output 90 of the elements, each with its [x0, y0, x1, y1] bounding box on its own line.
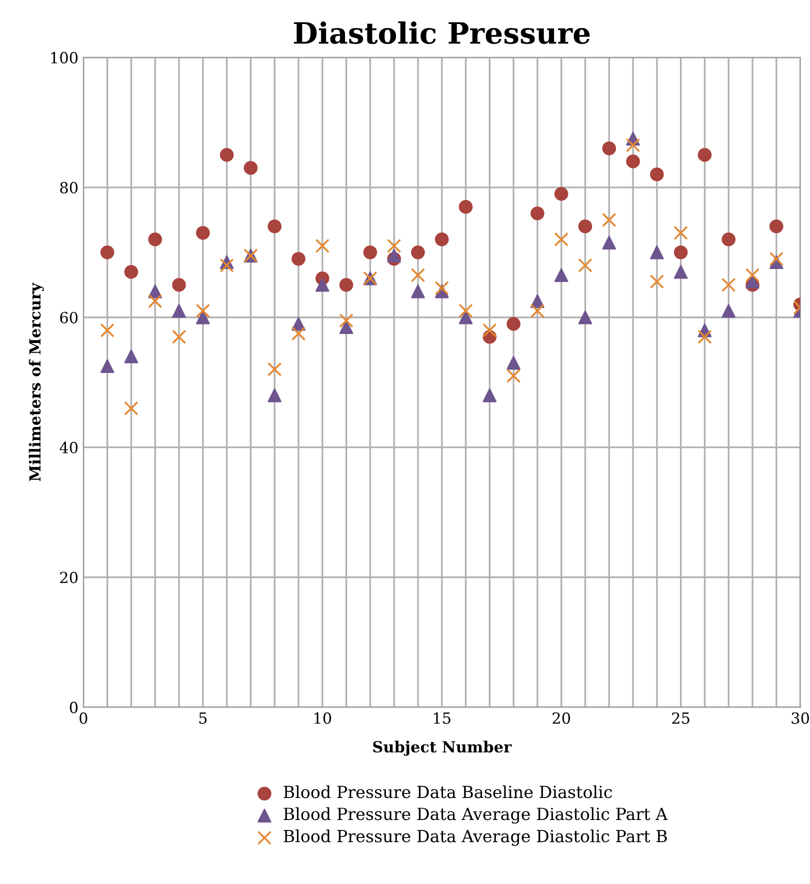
point: [411, 284, 425, 298]
point: [674, 245, 688, 260]
point: [386, 238, 402, 253]
point: [387, 248, 401, 263]
point: [124, 264, 138, 279]
point: [124, 349, 138, 364]
point: [674, 226, 688, 240]
point: [530, 304, 545, 318]
y-tick-label: 100: [51, 52, 78, 64]
point: [411, 245, 425, 260]
point: [554, 187, 568, 201]
legend-label: Blood Pressure Data Average Diastolic Part B: [284, 830, 667, 846]
point: [506, 356, 520, 370]
legend-label: Blood Pressure Data Baseline Diastolic: [284, 785, 612, 798]
point: [458, 310, 473, 324]
x-axis-title: Subject Number: [373, 740, 512, 756]
point: [124, 401, 138, 416]
y-tick-label: 60: [60, 312, 78, 324]
point: [100, 359, 114, 373]
x-tick-label: 5: [199, 712, 207, 724]
x-tick-label: 25: [672, 712, 690, 724]
point: [292, 252, 306, 266]
point: [578, 310, 592, 324]
point: [626, 154, 640, 168]
point: [363, 245, 378, 260]
point: [196, 310, 210, 324]
point: [196, 304, 210, 318]
point: [602, 212, 616, 228]
x-tick-label: 20: [552, 712, 570, 724]
point: [650, 245, 664, 260]
point: [721, 278, 736, 292]
point: [315, 238, 330, 253]
x-tick-label: 10: [314, 712, 332, 724]
point: [650, 274, 664, 289]
point: [315, 278, 330, 292]
point: [506, 368, 521, 383]
point: [100, 245, 114, 260]
y-tick-label: 80: [60, 182, 78, 194]
point: [220, 148, 234, 162]
point: [196, 226, 210, 240]
point: [698, 148, 712, 162]
point: [602, 142, 616, 156]
point: [339, 313, 354, 328]
point: [769, 219, 784, 234]
point: [530, 206, 544, 220]
x-tick-label: 15: [434, 712, 450, 724]
point: [339, 278, 354, 292]
point: [482, 323, 497, 338]
point: [746, 274, 760, 289]
point: [268, 388, 282, 402]
point: [339, 320, 354, 334]
x-tick-label: 30: [792, 712, 809, 724]
point: [267, 362, 282, 376]
point: [148, 294, 162, 308]
point: [291, 326, 306, 341]
y-tick-label: 0: [70, 702, 78, 714]
point: [602, 236, 616, 250]
point: [722, 304, 736, 318]
point: [769, 252, 784, 266]
point: [698, 330, 712, 344]
point: [268, 219, 282, 234]
point: [650, 168, 664, 182]
point: [172, 304, 186, 318]
point: [410, 268, 426, 282]
y-axis-title: Millimeters of Mercury: [28, 282, 44, 482]
point: [578, 258, 592, 272]
point: [722, 232, 736, 246]
point: [148, 232, 162, 246]
point: [434, 232, 449, 246]
point: [506, 316, 520, 331]
point: [458, 200, 473, 214]
point: [172, 278, 186, 292]
point: [220, 258, 234, 272]
point: [100, 323, 114, 338]
legend-label: Blood Pressure Data Average Diastolic Part A: [284, 807, 668, 824]
point: [482, 388, 497, 402]
x-tick-label: 0: [80, 712, 88, 724]
point: [244, 161, 258, 175]
point: [674, 264, 688, 279]
point: [578, 219, 592, 234]
point: [172, 330, 186, 344]
y-tick-label: 20: [60, 572, 78, 584]
y-tick-label: 40: [60, 442, 78, 454]
chart-title: Diastolic Pressure: [294, 21, 590, 44]
point: [745, 268, 760, 282]
point: [458, 304, 473, 318]
point: [554, 268, 568, 282]
point: [434, 281, 449, 296]
point: [554, 232, 568, 247]
point: [626, 138, 640, 152]
